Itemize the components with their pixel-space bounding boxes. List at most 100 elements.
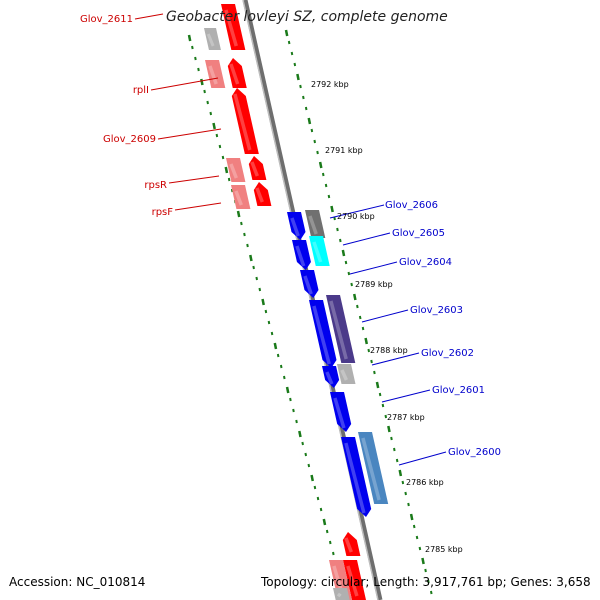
gene-highlight bbox=[346, 565, 359, 597]
scale-tick bbox=[293, 62, 297, 67]
scale-tick bbox=[350, 282, 353, 287]
gene-highlight bbox=[312, 305, 331, 365]
scale-tick bbox=[264, 309, 268, 314]
scale-tick bbox=[194, 56, 197, 61]
scale-tick bbox=[212, 122, 216, 130]
kbp-label: 2786 kbp bbox=[406, 478, 444, 487]
leader-line bbox=[157, 128, 222, 140]
scale-ticks bbox=[187, 29, 433, 595]
gene-highlight bbox=[290, 217, 300, 237]
scale-tick bbox=[322, 518, 327, 526]
kbp-label: 2790 kbp bbox=[337, 212, 375, 221]
scale-tick bbox=[200, 78, 204, 86]
gene-label-reverse: Glov_2602 bbox=[421, 348, 474, 359]
scale-tick bbox=[206, 100, 209, 105]
scale-tick bbox=[224, 166, 229, 174]
scale-tick bbox=[427, 579, 430, 584]
gene-label-reverse: Glov_2600 bbox=[448, 447, 501, 458]
scale-tick bbox=[384, 414, 388, 419]
scale-tick bbox=[215, 133, 219, 138]
scale-tick bbox=[375, 381, 380, 389]
scale-tick bbox=[316, 496, 320, 501]
gene-highlight bbox=[303, 275, 313, 295]
scale-tick bbox=[325, 529, 329, 534]
scale-tick bbox=[240, 221, 243, 226]
gene-feature bbox=[205, 60, 226, 88]
scale-tick bbox=[255, 276, 258, 281]
gene-feature bbox=[330, 392, 352, 432]
scale-tick bbox=[339, 238, 342, 243]
scale-tick bbox=[284, 29, 289, 37]
scale-tick bbox=[395, 458, 399, 463]
gene-feature bbox=[227, 58, 247, 88]
scale-tick bbox=[273, 342, 278, 350]
scale-tick bbox=[424, 568, 427, 573]
genome-summary-text: Topology: circular; Length: 3,917,761 bp… bbox=[261, 575, 591, 589]
gene-feature bbox=[309, 300, 337, 368]
leader-line bbox=[361, 309, 409, 323]
scale-tick bbox=[243, 232, 246, 237]
scale-tick bbox=[318, 161, 323, 169]
scale-tick bbox=[227, 177, 231, 182]
scale-tick bbox=[307, 117, 312, 125]
scale-tick bbox=[301, 441, 304, 446]
scale-tick bbox=[295, 419, 298, 424]
scale-tick bbox=[429, 590, 433, 595]
gene-feature bbox=[231, 88, 259, 154]
gene-feature bbox=[248, 156, 267, 180]
scale-tick bbox=[381, 403, 385, 408]
gene-label-reverse: Glov_2605 bbox=[392, 228, 445, 239]
scale-tick bbox=[390, 436, 393, 441]
scale-tick bbox=[361, 326, 365, 331]
scale-tick bbox=[246, 243, 249, 248]
leader-line bbox=[381, 389, 431, 403]
scale-tick bbox=[221, 155, 225, 160]
scale-tick bbox=[302, 95, 305, 100]
gene-highlight bbox=[229, 63, 240, 85]
leader-line bbox=[342, 232, 391, 246]
gene-feature bbox=[309, 236, 330, 266]
gene-labels: Glov_2611 rplI Glov_2609 rpsR rpsF Glov_2606 G… bbox=[80, 14, 501, 458]
gene-highlight bbox=[233, 93, 252, 151]
scale-tick bbox=[336, 227, 339, 232]
gene-feature bbox=[287, 212, 306, 240]
scale-tick bbox=[364, 337, 369, 345]
scale-tick bbox=[373, 370, 376, 375]
leader-line bbox=[371, 352, 420, 366]
leader-line bbox=[150, 77, 219, 91]
scale-tick bbox=[258, 287, 262, 292]
scale-tick bbox=[328, 540, 332, 545]
gene-highlight bbox=[344, 442, 366, 514]
kbp-label: 2791 kbp bbox=[325, 146, 363, 155]
kbp-label: 2788 kbp bbox=[370, 346, 408, 355]
scale-tick bbox=[404, 491, 407, 496]
gene-feature bbox=[358, 432, 389, 504]
scale-tick bbox=[316, 150, 319, 155]
gene-highlight bbox=[295, 245, 306, 267]
scale-tick bbox=[313, 139, 317, 144]
scale-tick bbox=[393, 447, 396, 452]
gene-feature bbox=[342, 532, 361, 556]
kbp-labels: 2792 kbp 2791 kbp 2790 kbp 2789 kbp 2788 kbp… bbox=[311, 80, 463, 554]
scale-tick bbox=[287, 40, 291, 45]
scale-tick bbox=[197, 67, 200, 72]
scale-tick bbox=[407, 502, 410, 507]
kbp-label: 2785 kbp bbox=[425, 545, 463, 554]
scale-tick bbox=[203, 89, 206, 94]
scale-tick bbox=[330, 205, 334, 213]
scale-tick bbox=[283, 375, 286, 380]
scale-tick bbox=[352, 293, 357, 301]
scale-tick bbox=[412, 524, 416, 529]
gene-highlight bbox=[336, 592, 342, 598]
gene-highlight bbox=[206, 33, 215, 47]
scale-tick bbox=[304, 106, 308, 111]
scale-tick bbox=[324, 183, 328, 188]
scale-tick bbox=[270, 331, 274, 336]
leader-line bbox=[168, 175, 220, 184]
scale-tick bbox=[398, 469, 403, 477]
scale-tick bbox=[299, 84, 302, 89]
scale-tick bbox=[310, 474, 314, 482]
scale-tick bbox=[319, 507, 323, 512]
gene-highlight bbox=[329, 300, 348, 360]
